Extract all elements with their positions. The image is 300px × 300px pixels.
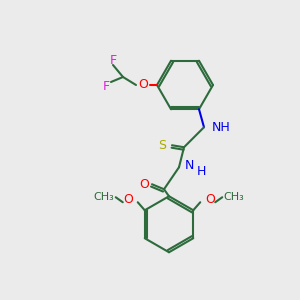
Text: S: S (158, 139, 166, 152)
Text: F: F (102, 80, 110, 92)
Text: NH: NH (212, 121, 231, 134)
Text: O: O (138, 79, 148, 92)
Text: N: N (184, 159, 194, 172)
Text: H: H (196, 165, 206, 178)
Text: O: O (123, 193, 133, 206)
Text: CH₃: CH₃ (224, 192, 244, 202)
Text: O: O (139, 178, 149, 191)
Text: F: F (110, 55, 117, 68)
Text: CH₃: CH₃ (93, 192, 114, 202)
Text: O: O (205, 193, 215, 206)
